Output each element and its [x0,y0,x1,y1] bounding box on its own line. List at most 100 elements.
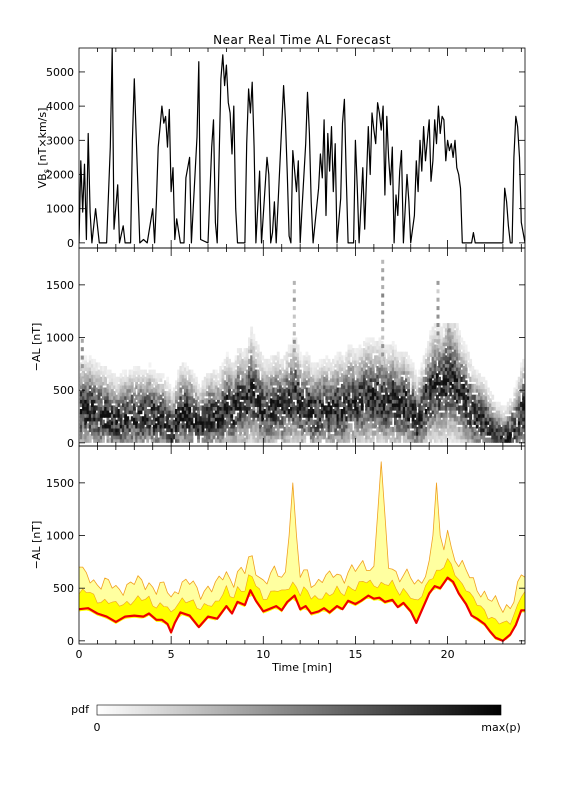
pdf-cell [170,416,174,422]
pdf-cell [429,333,433,339]
pdf-cell [462,358,466,365]
pdf-cell [420,398,424,404]
pdf-cell [356,391,360,397]
pdf-cell [325,355,329,361]
pdf-cell [243,351,247,357]
pdf-cell [451,434,455,440]
pdf-cell [462,434,466,440]
pdf-cell [230,380,234,386]
pdf-cell [230,362,234,368]
pdf-cell [234,430,238,436]
pdf-cell [334,398,338,404]
pdf-cell [221,423,225,429]
median-forecast-line [79,576,525,642]
pdf-cell [323,383,327,390]
pdf-cell [458,337,461,343]
pdf-cell [144,401,147,407]
pdf-cell [292,323,296,327]
pdf-cell [381,344,385,349]
pdf-cell [239,430,243,436]
pdf-cell [135,423,139,429]
pdf-cell [93,366,97,372]
pdf-cell [128,405,132,411]
pdf-cell [119,376,123,382]
pdf-cell [296,423,300,429]
pdf-cell [515,437,519,443]
pdf-cell [124,376,128,382]
pdf-cell [217,412,220,418]
pdf-cell [290,391,293,397]
pdf-cell [396,430,400,436]
pdf-cell [250,437,254,443]
pdf-cell [436,398,439,404]
pdf-cell [338,391,342,397]
pdf-cell [449,362,453,368]
pdf-cell [115,430,119,436]
pdf-cell [455,330,459,336]
pdf-cell [400,366,404,372]
pdf-cell [389,358,393,365]
pdf-cell [80,355,84,360]
pdf-cell [418,405,422,411]
pdf-cell [124,401,128,407]
pdf-cell [442,387,446,393]
pdf-cell [447,369,450,375]
pdf-cell [500,409,503,415]
pdf-cell [462,426,466,433]
pdf-cell [460,405,464,411]
pdf-cell [400,369,404,375]
pdf-cell [453,348,457,354]
pdf-cell [416,434,419,440]
pdf-cell [420,412,424,418]
pdf-cell [201,394,205,400]
pdf-cell [405,362,408,368]
pdf-cell [449,437,453,443]
pdf-cell [250,391,254,397]
pdf-cell [447,348,450,354]
pdf-cell [449,373,453,379]
pdf-cell [517,398,521,404]
pdf-cell [396,383,400,390]
pdf-cell [458,330,461,336]
pdf-cell [197,405,200,411]
pdf-cell [157,409,161,415]
pdf-cell [325,380,329,386]
pdf-cell [327,362,331,368]
pdf-cell [144,434,147,440]
pdf-cell [179,387,183,393]
pdf-cell [323,391,327,397]
pdf-cell [360,434,364,440]
pdf-cell [110,419,114,425]
pdf-cell [349,434,353,440]
pdf-cell [400,423,404,429]
pdf-cell [197,394,200,400]
pdf-cell [301,419,304,425]
pdf-cell [360,423,364,429]
pdf-cell [256,362,260,368]
pdf-cell [312,398,315,404]
pdf-cell [325,419,329,425]
pdf-cell [157,394,161,400]
pdf-cell [347,430,351,436]
pdf-cell [336,369,340,375]
pdf-cell [509,416,512,422]
pdf-cell [438,430,442,436]
pdf-cell [427,362,430,368]
pdf-cell [212,419,216,425]
pdf-cell [438,391,442,397]
pdf-cell [427,387,430,393]
pdf-cell [356,387,360,393]
pdf-cell [133,419,136,425]
pdf-cell [327,430,331,436]
pdf-cell [444,437,448,443]
pdf-cell [484,412,488,418]
pdf-cell [221,383,225,390]
pdf-cell [254,398,258,404]
pdf-cell [449,330,453,336]
pdf-cell [239,369,243,375]
pdf-cell [241,426,245,433]
pdf-cell [354,423,358,429]
pdf-cell [407,358,411,365]
pdf-cell [155,391,158,397]
pdf-cell [314,380,318,386]
